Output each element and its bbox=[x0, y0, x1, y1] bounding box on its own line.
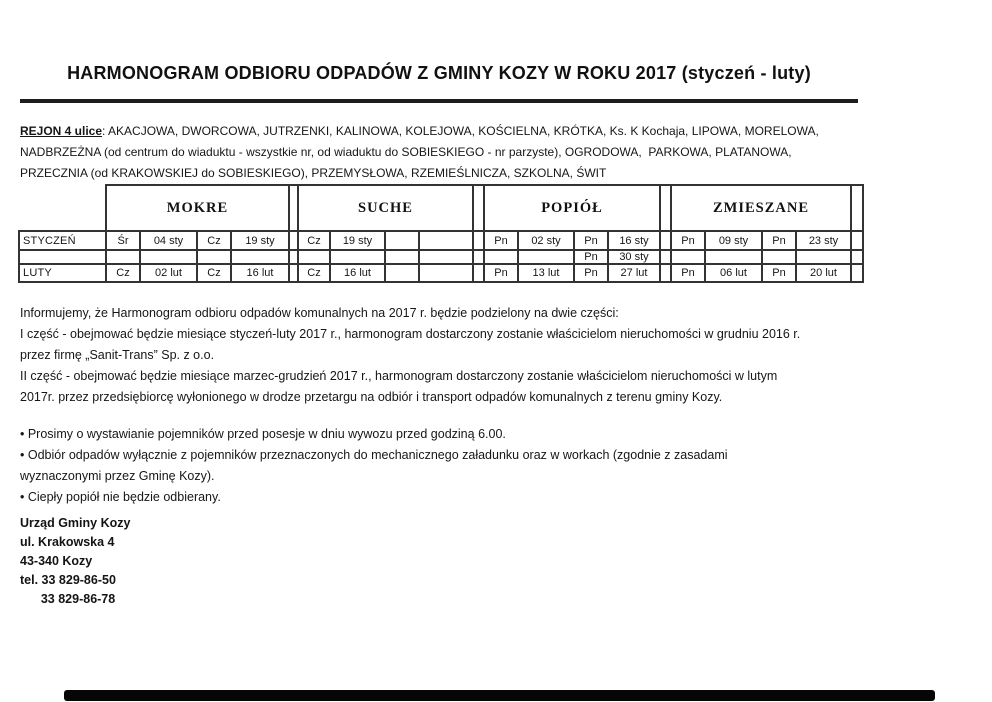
day-cell: Pn bbox=[573, 230, 609, 251]
row-label bbox=[18, 249, 107, 265]
date-cell bbox=[418, 249, 474, 265]
day-cell: Śr bbox=[105, 230, 141, 251]
group-header-zmieszane: ZMIESZANE bbox=[670, 184, 852, 232]
separator-cell bbox=[288, 249, 299, 265]
separator-cell bbox=[659, 249, 672, 265]
table-row-styczen: STYCZEŃ Śr 04 sty Cz 19 sty Cz 19 sty Pn… bbox=[18, 230, 864, 251]
bullet-item: • Prosimy o wystawianie pojemników przed… bbox=[20, 427, 506, 441]
day-cell: Cz bbox=[196, 263, 232, 283]
header-spacer-cell bbox=[19, 185, 106, 231]
day-cell: Pn bbox=[573, 249, 609, 265]
contact-block: Urząd Gminy Kozy ul. Krakowska 4 43-340 … bbox=[20, 516, 131, 606]
bottom-black-bar bbox=[64, 690, 935, 701]
page-title: HARMONOGRAM ODBIORU ODPADÓW Z GMINY KOZY… bbox=[67, 63, 811, 83]
day-cell: Cz bbox=[297, 230, 331, 251]
date-cell bbox=[704, 249, 763, 265]
day-cell bbox=[483, 249, 519, 265]
region-streets: : AKACJOWA, DWORCOWA, JUTRZENKI, KALINOW… bbox=[20, 124, 819, 180]
date-cell: 19 sty bbox=[230, 230, 290, 251]
separator-cell bbox=[659, 230, 672, 251]
region-label: REJON 4 ulice bbox=[20, 124, 103, 138]
schedule-table: MOKRE SUCHE POPIÓŁ ZMIESZANE STYCZEŃ Śr … bbox=[18, 184, 864, 283]
date-cell: 02 lut bbox=[139, 263, 198, 283]
group-header-mokre: MOKRE bbox=[105, 184, 290, 232]
date-cell: 04 sty bbox=[139, 230, 198, 251]
date-cell: 20 lut bbox=[795, 263, 852, 283]
separator-cell bbox=[472, 263, 485, 283]
end-cell bbox=[850, 184, 864, 232]
day-cell: Pn bbox=[573, 263, 609, 283]
date-cell bbox=[418, 230, 474, 251]
day-cell: Pn bbox=[483, 263, 519, 283]
date-cell: 23 sty bbox=[795, 230, 852, 251]
date-cell bbox=[139, 249, 198, 265]
date-cell: 13 lut bbox=[517, 263, 575, 283]
day-cell: Pn bbox=[670, 263, 706, 283]
day-cell bbox=[670, 249, 706, 265]
date-cell: 16 sty bbox=[607, 230, 661, 251]
day-cell bbox=[761, 249, 797, 265]
separator-cell bbox=[472, 249, 485, 265]
day-cell: Pn bbox=[761, 263, 797, 283]
separator-cell bbox=[288, 263, 299, 283]
separator-cell bbox=[472, 230, 485, 251]
date-cell: 16 lut bbox=[329, 263, 386, 283]
separator-cell bbox=[472, 184, 485, 232]
end-cell bbox=[850, 249, 864, 265]
bullet-item: • Ciepły popiół nie będzie odbierany. bbox=[20, 490, 221, 504]
day-cell: Pn bbox=[761, 230, 797, 251]
day-cell bbox=[105, 249, 141, 265]
row-label: LUTY bbox=[18, 263, 107, 283]
bullet-list: • Prosimy o wystawianie pojemników przed… bbox=[20, 424, 970, 508]
separator-cell bbox=[659, 263, 672, 283]
separator-cell bbox=[288, 230, 299, 251]
date-cell bbox=[230, 249, 290, 265]
date-cell: 19 sty bbox=[329, 230, 386, 251]
separator-cell bbox=[659, 184, 672, 232]
date-cell: 27 lut bbox=[607, 263, 661, 283]
table-header-row: MOKRE SUCHE POPIÓŁ ZMIESZANE bbox=[19, 184, 864, 232]
day-cell: Cz bbox=[105, 263, 141, 283]
day-cell: Cz bbox=[196, 230, 232, 251]
info-paragraph: Informujemy, że Harmonogram odbioru odpa… bbox=[20, 306, 801, 404]
date-cell: 09 sty bbox=[704, 230, 763, 251]
day-cell bbox=[384, 263, 420, 283]
date-cell: 02 sty bbox=[517, 230, 575, 251]
date-cell bbox=[517, 249, 575, 265]
title-rule bbox=[20, 99, 858, 103]
separator-cell bbox=[288, 184, 299, 232]
date-cell bbox=[795, 249, 852, 265]
day-cell bbox=[196, 249, 232, 265]
group-header-popiol: POPIÓŁ bbox=[483, 184, 661, 232]
table-row-luty: LUTY Cz 02 lut Cz 16 lut Cz 16 lut Pn 13… bbox=[18, 263, 864, 283]
day-cell: Cz bbox=[297, 263, 331, 283]
day-cell: Pn bbox=[483, 230, 519, 251]
day-cell bbox=[384, 249, 420, 265]
date-cell: 16 lut bbox=[230, 263, 290, 283]
end-cell bbox=[850, 230, 864, 251]
row-label: STYCZEŃ bbox=[18, 230, 107, 251]
date-cell: 30 sty bbox=[607, 249, 661, 265]
bullet-item: • Odbiór odpadów wyłącznie z pojemników … bbox=[20, 448, 728, 483]
date-cell: 06 lut bbox=[704, 263, 763, 283]
table-row-extra: Pn 30 sty bbox=[18, 249, 864, 265]
region-paragraph: REJON 4 ulice: AKACJOWA, DWORCOWA, JUTRZ… bbox=[20, 121, 970, 184]
group-header-suche: SUCHE bbox=[297, 184, 474, 232]
day-cell bbox=[297, 249, 331, 265]
day-cell: Pn bbox=[670, 230, 706, 251]
end-cell bbox=[850, 263, 864, 283]
day-cell bbox=[384, 230, 420, 251]
date-cell bbox=[329, 249, 386, 265]
date-cell bbox=[418, 263, 474, 283]
